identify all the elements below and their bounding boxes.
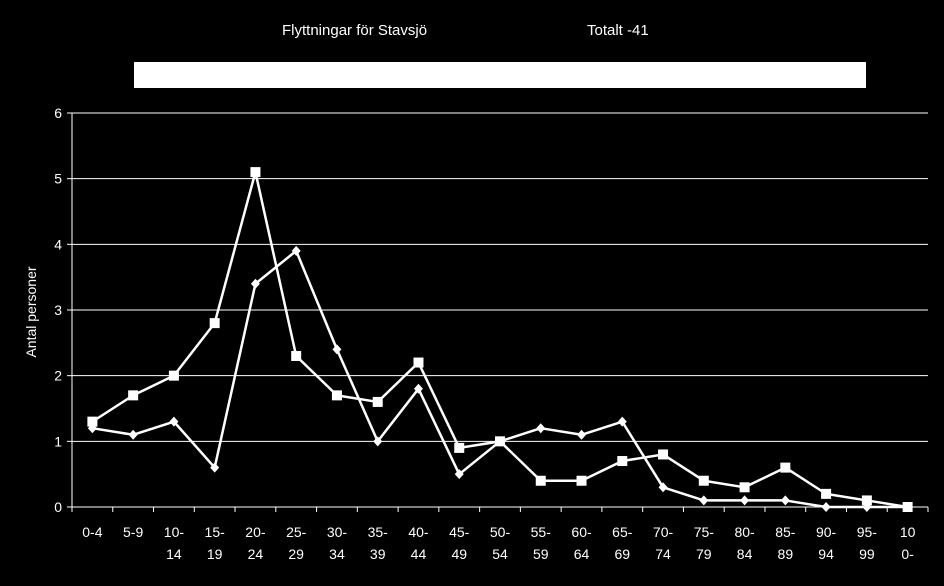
data-point-diamond — [903, 502, 913, 512]
data-point-diamond — [536, 423, 546, 434]
data-point-square — [331, 390, 342, 401]
x-tick-label: 90- — [816, 524, 837, 540]
x-tick-label: 60- — [571, 524, 592, 540]
x-tick-label: 94 — [818, 546, 834, 562]
data-point-diamond — [617, 416, 627, 427]
data-point-diamond — [780, 495, 790, 506]
series-group — [87, 167, 913, 512]
data-point-square — [576, 475, 587, 486]
x-tick-label: 29 — [288, 546, 304, 562]
data-point-diamond — [740, 495, 750, 506]
y-tick-label: 4 — [54, 236, 62, 252]
x-tick-labels: 0-4 5-9 10- 14 15- 19 20- 24 25- 29 30- 34 35- 39 40- 4… — [82, 524, 915, 562]
x-tick-label: 35- — [368, 524, 389, 540]
x-tick-label: 5-9 — [123, 524, 143, 540]
x-tick-label: 40- — [408, 524, 429, 540]
series-line-square — [91, 170, 908, 509]
data-point-square — [861, 495, 872, 506]
x-tick-label: 20- — [245, 524, 266, 540]
y-tick-label: 1 — [54, 433, 62, 449]
data-point-square — [209, 318, 220, 329]
data-point-square — [250, 167, 261, 178]
data-point-square — [698, 475, 709, 486]
x-tick-label: 25- — [286, 524, 307, 540]
y-tick-label: 0 — [54, 499, 62, 515]
x-tick-label: 0-4 — [82, 524, 102, 540]
x-tick-label: 44 — [411, 546, 427, 562]
x-tick-label: 80- — [734, 524, 755, 540]
data-point-diamond — [658, 482, 668, 493]
y-tick-label: 5 — [54, 171, 62, 187]
data-point-diamond — [699, 495, 709, 506]
data-point-square — [454, 442, 465, 453]
data-point-diamond — [87, 423, 97, 434]
data-point-diamond — [577, 429, 587, 440]
x-tick-label: 89 — [778, 546, 794, 562]
x-tick-label: 85- — [775, 524, 796, 540]
x-tick-label: 65- — [612, 524, 633, 540]
y-tick-labels: 0 1 2 3 4 5 6 — [54, 105, 62, 515]
x-tick-label: 45- — [449, 524, 470, 540]
data-point-diamond — [821, 502, 831, 512]
x-tick-label: 14 — [166, 546, 182, 562]
x-tick-label: 30- — [327, 524, 348, 540]
data-point-diamond — [332, 344, 342, 355]
data-point-diamond — [495, 436, 505, 447]
data-point-diamond — [128, 429, 138, 440]
x-tick-label: 95- — [857, 524, 878, 540]
y-tick-label: 6 — [54, 105, 62, 121]
x-tick-label: 54 — [492, 546, 508, 562]
x-tick-label: 70- — [653, 524, 674, 540]
data-point-square — [372, 396, 383, 407]
y-axis-label: Antal personer — [23, 266, 39, 357]
x-tick-label: 84 — [737, 546, 753, 562]
data-point-square — [739, 482, 750, 493]
data-point-square — [128, 390, 139, 401]
x-tick-label: 99 — [859, 546, 875, 562]
x-tick-label: 34 — [329, 546, 345, 562]
data-point-diamond — [250, 278, 260, 289]
x-tick-label: 19 — [207, 546, 223, 562]
x-tick-label: 15- — [205, 524, 226, 540]
x-tick-label: 50- — [490, 524, 511, 540]
y-tick-label: 2 — [54, 368, 62, 384]
data-point-square — [821, 488, 832, 499]
x-tick-label: 24 — [248, 546, 264, 562]
data-point-diamond — [210, 462, 220, 473]
data-point-square — [87, 416, 98, 427]
data-point-square — [168, 370, 179, 381]
gridlines — [72, 112, 928, 442]
data-point-diamond — [373, 436, 383, 447]
legend-box — [134, 62, 866, 88]
chart-subtitle-total: Totalt -41 — [587, 22, 649, 39]
x-tick-label: 59 — [533, 546, 549, 562]
chart-title: Flyttningar för Stavsjö — [282, 22, 428, 39]
x-tick-label: 39 — [370, 546, 386, 562]
x-tick-label: 49 — [451, 546, 467, 562]
data-point-diamond — [169, 416, 179, 427]
x-tick-label: 64 — [574, 546, 590, 562]
data-point-square — [658, 449, 669, 460]
data-point-diamond — [862, 502, 872, 512]
x-tick-label: 79 — [696, 546, 712, 562]
x-tick-label: 55- — [531, 524, 552, 540]
data-point-square — [413, 357, 424, 368]
data-point-square — [617, 456, 628, 467]
data-point-diamond — [291, 245, 301, 256]
x-tick-label: 10- — [164, 524, 185, 540]
data-point-diamond — [413, 383, 423, 394]
x-tick-label: 69 — [614, 546, 630, 562]
axes — [67, 112, 929, 512]
x-tick-label: 74 — [655, 546, 671, 562]
x-tick-label: 75- — [694, 524, 715, 540]
data-point-square — [291, 350, 302, 361]
y-tick-label: 3 — [54, 302, 62, 318]
data-point-square — [535, 475, 546, 486]
data-point-diamond — [454, 469, 464, 480]
x-tick-label: 0- — [901, 546, 914, 562]
x-tick-label: 10 — [900, 524, 916, 540]
data-point-square — [780, 462, 791, 473]
